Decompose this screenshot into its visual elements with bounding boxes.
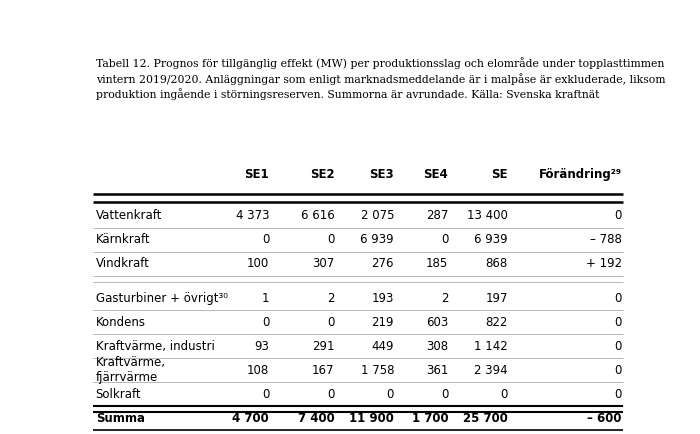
Text: SE3: SE3: [370, 168, 394, 181]
Text: 167: 167: [312, 364, 335, 377]
Text: 0: 0: [262, 316, 270, 329]
Text: 0: 0: [500, 388, 508, 401]
Text: 1 700: 1 700: [412, 412, 448, 425]
Text: – 788: – 788: [590, 233, 622, 247]
Text: – 600: – 600: [587, 412, 622, 425]
Text: Vattenkraft: Vattenkraft: [96, 209, 162, 222]
Text: 361: 361: [426, 364, 448, 377]
Text: 0: 0: [615, 209, 622, 222]
Text: 100: 100: [247, 257, 270, 270]
Text: 308: 308: [426, 340, 448, 353]
Text: 6 616: 6 616: [300, 209, 335, 222]
Text: 93: 93: [254, 340, 270, 353]
Text: 1 758: 1 758: [360, 364, 394, 377]
Text: 291: 291: [312, 340, 335, 353]
Text: 0: 0: [262, 388, 270, 401]
Text: 822: 822: [486, 316, 508, 329]
Text: 868: 868: [486, 257, 508, 270]
Text: Gasturbiner + övrigt³⁰: Gasturbiner + övrigt³⁰: [96, 292, 228, 305]
Text: 6 939: 6 939: [475, 233, 508, 247]
Text: Kraftvärme,
fjärrvärme: Kraftvärme, fjärrvärme: [96, 356, 166, 385]
Text: 2 075: 2 075: [360, 209, 394, 222]
Text: SE1: SE1: [244, 168, 270, 181]
Text: 11 900: 11 900: [349, 412, 394, 425]
Text: + 192: + 192: [586, 257, 622, 270]
Text: Förändring²⁹: Förändring²⁹: [539, 168, 622, 181]
Text: 0: 0: [386, 388, 394, 401]
Text: 25 700: 25 700: [463, 412, 508, 425]
Text: 4 373: 4 373: [236, 209, 270, 222]
Text: Vindkraft: Vindkraft: [96, 257, 150, 270]
Text: 307: 307: [312, 257, 335, 270]
Text: 0: 0: [441, 233, 448, 247]
Text: 1: 1: [262, 292, 270, 305]
Text: 0: 0: [327, 388, 335, 401]
Text: 13 400: 13 400: [467, 209, 508, 222]
Text: 0: 0: [615, 292, 622, 305]
Text: Solkraft: Solkraft: [96, 388, 141, 401]
Text: Kondens: Kondens: [96, 316, 146, 329]
Text: 603: 603: [426, 316, 448, 329]
Text: 108: 108: [247, 364, 270, 377]
Text: Summa: Summa: [96, 412, 145, 425]
Text: 0: 0: [615, 340, 622, 353]
Text: Kraftvärme, industri: Kraftvärme, industri: [96, 340, 214, 353]
Text: 4 700: 4 700: [232, 412, 270, 425]
Text: 0: 0: [615, 388, 622, 401]
Text: 2: 2: [441, 292, 448, 305]
Text: 7 400: 7 400: [298, 412, 335, 425]
Text: Kärnkraft: Kärnkraft: [96, 233, 150, 247]
Text: 0: 0: [327, 233, 335, 247]
Text: 2: 2: [327, 292, 335, 305]
Text: 219: 219: [372, 316, 394, 329]
Text: 287: 287: [426, 209, 448, 222]
Text: 449: 449: [372, 340, 394, 353]
Text: 1 142: 1 142: [474, 340, 508, 353]
Text: 0: 0: [615, 364, 622, 377]
Text: 185: 185: [426, 257, 448, 270]
Text: 193: 193: [372, 292, 394, 305]
Text: 276: 276: [372, 257, 394, 270]
Text: SE: SE: [491, 168, 508, 181]
Text: 0: 0: [441, 388, 448, 401]
Text: 6 939: 6 939: [360, 233, 394, 247]
Text: 197: 197: [485, 292, 508, 305]
Text: 0: 0: [615, 316, 622, 329]
Text: Tabell 12. Prognos för tillgänglig effekt (MW) per produktionsslag och elområde : Tabell 12. Prognos för tillgänglig effek…: [96, 57, 665, 100]
Text: SE2: SE2: [309, 168, 335, 181]
Text: 2 394: 2 394: [475, 364, 508, 377]
Text: 0: 0: [262, 233, 270, 247]
Text: SE4: SE4: [424, 168, 448, 181]
Text: 0: 0: [327, 316, 335, 329]
